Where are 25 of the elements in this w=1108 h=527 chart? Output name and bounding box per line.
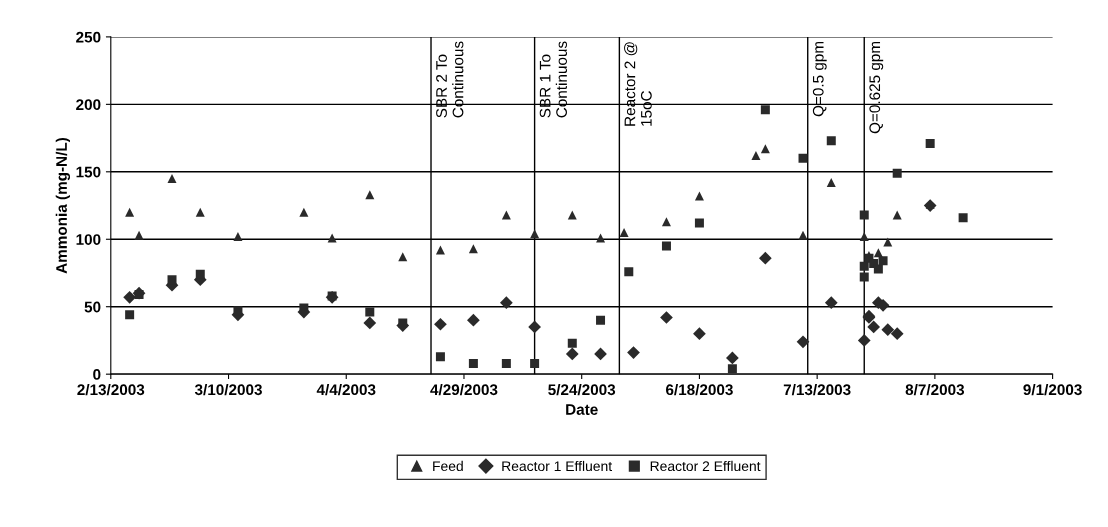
x-axis-title: Date bbox=[566, 404, 598, 415]
x-tick-label: 6/18/2003 bbox=[666, 383, 733, 396]
x-tick-label: 4/4/2003 bbox=[316, 383, 376, 396]
y-tick-label: 250 bbox=[76, 31, 101, 43]
y-tick-label: 200 bbox=[76, 99, 101, 111]
legend-label: Reactor 2 Effluent bbox=[650, 460, 761, 472]
x-tick-label: 3/10/2003 bbox=[194, 383, 262, 396]
y-tick-label: 50 bbox=[84, 301, 101, 313]
ref-line-label: SBR 2 To Continuous bbox=[436, 41, 464, 118]
y-tick-label: 150 bbox=[76, 166, 101, 178]
x-tick-label: 2/13/2003 bbox=[77, 383, 145, 396]
ref-line-label: SBR 1 To Continuous bbox=[539, 41, 567, 118]
legend-label: Reactor 1 Effluent bbox=[502, 460, 613, 472]
ref-line-label: Reactor 2 @ 15oC bbox=[624, 42, 652, 126]
x-tick-label: 5/24/2003 bbox=[548, 383, 616, 396]
x-tick-label: 7/13/2003 bbox=[783, 383, 851, 396]
ref-line-label: Q=0.625 gpm bbox=[869, 41, 884, 134]
legend-label: Feed bbox=[433, 460, 463, 472]
y-tick-label: 100 bbox=[76, 234, 101, 245]
ref-line-label: Q=0.5 gpm bbox=[812, 41, 827, 117]
y-tick-label: 0 bbox=[93, 369, 101, 380]
y-axis-title: Ammonia (mg-N/L) bbox=[55, 137, 71, 274]
x-tick-label: 4/29/2003 bbox=[430, 383, 498, 396]
x-tick-label: 8/7/2003 bbox=[905, 383, 965, 396]
x-tick-label: 9/1/2003 bbox=[1023, 383, 1082, 396]
